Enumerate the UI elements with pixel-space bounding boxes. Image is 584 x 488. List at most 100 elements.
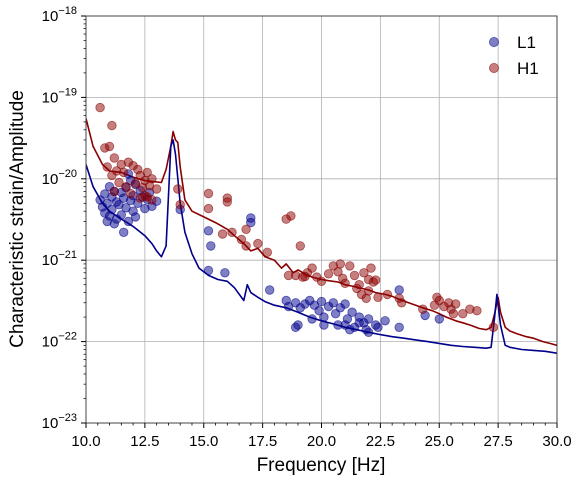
point-h1 bbox=[340, 278, 350, 289]
x-tick-label: 10.0 bbox=[71, 433, 100, 450]
x-tick-label: 20.0 bbox=[307, 433, 336, 450]
point-h1 bbox=[418, 304, 428, 314]
point-h1 bbox=[458, 309, 468, 319]
point-l1 bbox=[347, 307, 357, 317]
point-h1 bbox=[114, 177, 124, 188]
point-h1 bbox=[361, 293, 371, 304]
point-l1 bbox=[394, 285, 404, 295]
point-h1 bbox=[130, 178, 141, 189]
y-tick-label: 10−19 bbox=[42, 86, 77, 106]
point-h1 bbox=[104, 141, 115, 152]
point-l1 bbox=[123, 216, 134, 227]
point-h1 bbox=[175, 199, 185, 210]
point-l1 bbox=[102, 198, 112, 209]
point-h1 bbox=[382, 289, 393, 300]
point-h1 bbox=[142, 167, 152, 178]
x-tick-label: 22.5 bbox=[366, 433, 395, 450]
point-h1 bbox=[203, 188, 214, 199]
point-h1 bbox=[448, 309, 459, 319]
point-l1 bbox=[333, 320, 343, 330]
point-l1 bbox=[316, 296, 327, 307]
series-layer bbox=[86, 102, 557, 354]
x-axis: 10.0 12.5 15.0 17.5 20.0 22.5 25.0 27.5 30.0 bbox=[71, 423, 572, 450]
point-h1 bbox=[173, 184, 183, 194]
point-h1 bbox=[125, 188, 136, 199]
point-h1 bbox=[359, 268, 369, 278]
point-h1 bbox=[151, 184, 162, 194]
y-tick-label: 10−18 bbox=[42, 5, 77, 25]
point-l1 bbox=[380, 316, 390, 326]
point-h1 bbox=[241, 224, 251, 235]
point-l1 bbox=[307, 314, 317, 324]
point-l1 bbox=[373, 322, 383, 333]
point-h1 bbox=[366, 263, 376, 273]
point-h1 bbox=[109, 153, 120, 163]
point-l1 bbox=[340, 299, 350, 309]
point-l1 bbox=[319, 312, 329, 322]
legend-label-l1: L1 bbox=[517, 33, 536, 52]
point-h1 bbox=[396, 298, 407, 308]
point-l1 bbox=[246, 217, 256, 228]
legend-marker-h1 bbox=[488, 63, 499, 74]
point-h1 bbox=[323, 269, 334, 279]
point-l1 bbox=[107, 204, 117, 215]
point-h1 bbox=[95, 102, 105, 113]
point-h1 bbox=[118, 167, 129, 178]
point-l1 bbox=[363, 327, 374, 338]
point-h1 bbox=[262, 247, 273, 258]
point-h1 bbox=[236, 234, 247, 245]
y-tick-label: 10−22 bbox=[42, 331, 77, 351]
point-h1 bbox=[373, 292, 383, 303]
point-l1 bbox=[354, 318, 364, 328]
point-h1 bbox=[345, 261, 355, 271]
point-h1 bbox=[286, 211, 296, 221]
point-h1 bbox=[316, 276, 327, 287]
x-tick-label: 15.0 bbox=[189, 433, 218, 450]
point-h1 bbox=[217, 229, 228, 239]
point-l1 bbox=[363, 314, 374, 324]
point-h1 bbox=[451, 299, 461, 309]
point-h1 bbox=[102, 162, 112, 172]
point-l1 bbox=[206, 241, 216, 251]
point-l1 bbox=[394, 322, 404, 333]
point-h1 bbox=[335, 259, 346, 269]
point-l1 bbox=[118, 227, 129, 238]
point-h1 bbox=[107, 120, 117, 131]
legend-label-h1: H1 bbox=[517, 59, 539, 78]
y-axis: 10−23 10−22 10−21 10−20 10−19 10−18 bbox=[42, 5, 86, 432]
point-h1 bbox=[241, 241, 251, 251]
x-tick-label: 12.5 bbox=[130, 433, 159, 450]
point-h1 bbox=[203, 203, 214, 214]
point-l1 bbox=[345, 325, 355, 335]
point-l1 bbox=[265, 285, 275, 295]
point-l1 bbox=[328, 298, 339, 308]
point-h1 bbox=[109, 186, 120, 197]
point-l1 bbox=[434, 314, 445, 324]
point-l1 bbox=[203, 265, 214, 276]
point-l1 bbox=[220, 268, 230, 278]
x-tick-label: 17.5 bbox=[248, 433, 277, 450]
point-h1 bbox=[349, 270, 360, 281]
point-h1 bbox=[488, 322, 499, 333]
point-l1 bbox=[319, 320, 329, 330]
y-tick-label: 10−21 bbox=[42, 249, 77, 269]
y-axis-label: Characteristic strain/Amplitude bbox=[7, 90, 28, 348]
point-h1 bbox=[222, 197, 233, 207]
legend-marker-l1 bbox=[488, 37, 499, 48]
y-tick-label: 10−23 bbox=[42, 412, 77, 432]
point-h1 bbox=[121, 181, 131, 192]
point-h1 bbox=[472, 306, 482, 316]
point-h1 bbox=[371, 275, 381, 285]
point-h1 bbox=[253, 238, 263, 249]
x-tick-label: 30.0 bbox=[542, 433, 571, 450]
point-h1 bbox=[295, 241, 306, 251]
point-l1 bbox=[116, 210, 127, 220]
point-h1 bbox=[227, 227, 237, 238]
y-tick-label: 10−20 bbox=[42, 168, 77, 188]
point-h1 bbox=[147, 195, 157, 205]
x-tick-label: 27.5 bbox=[484, 433, 513, 450]
point-l1 bbox=[293, 320, 303, 330]
